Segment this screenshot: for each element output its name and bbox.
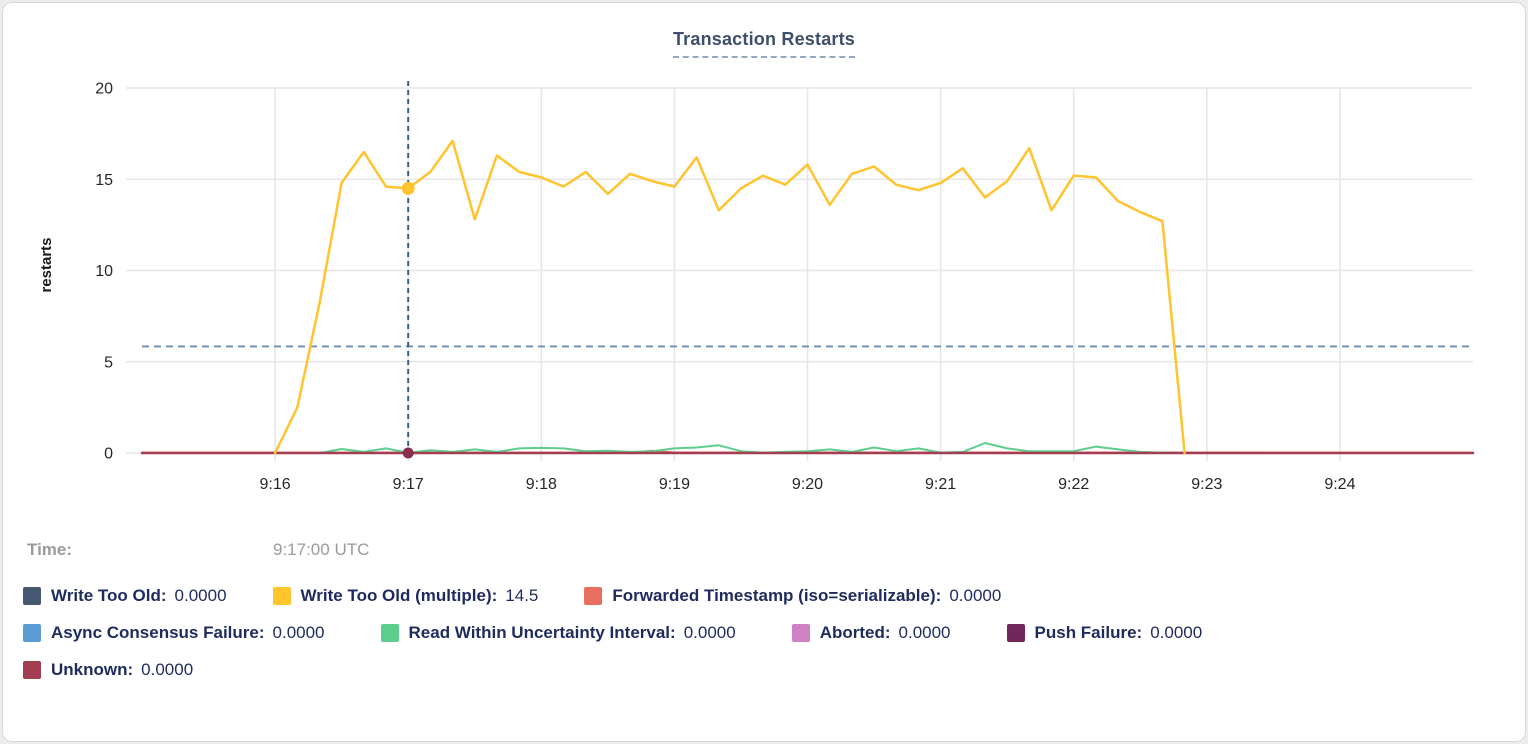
legend-row: Unknown: 0.0000 bbox=[23, 660, 1525, 680]
legend-swatch-push_failure bbox=[1006, 624, 1025, 642]
legend-label: Unknown: bbox=[51, 660, 134, 679]
series-line-read_within_uncertainty_interval bbox=[318, 442, 1186, 454]
legend-swatch-aborted bbox=[791, 624, 810, 642]
time-value: 9:17:00 UTC bbox=[273, 540, 370, 559]
y-axis-label: restarts bbox=[38, 237, 55, 292]
legend-swatch-write_too_old bbox=[23, 587, 41, 605]
chart-title[interactable]: Transaction Restarts bbox=[672, 29, 856, 58]
transaction-restarts-chart[interactable]: 0 5 10 15 20 9:16 9:17 9:18 9:19 9:20 9:21 9:22 9:23… bbox=[3, 3, 1526, 508]
legend-value: 0.0000 bbox=[949, 586, 1002, 605]
legend-label: Write Too Old (multiple): bbox=[300, 586, 498, 605]
series-line-write_too_old_multiple bbox=[273, 139, 1186, 455]
legend-label: Forwarded Timestamp (iso=serializable): bbox=[612, 586, 942, 605]
legend-row: Write Too Old: 0.0000 Write Too Old (multi… bbox=[23, 586, 1525, 606]
legend-swatch-unknown bbox=[23, 661, 41, 679]
chart-title-row: Transaction Restarts bbox=[3, 29, 1525, 58]
legend-swatch-async_consensus_failure bbox=[23, 624, 41, 642]
legend-value: 0.0000 bbox=[141, 660, 194, 679]
y-tick-label: 5 bbox=[104, 354, 113, 371]
x-tick-label: 9:24 bbox=[1324, 476, 1355, 493]
legend-swatch-forwarded_timestamp bbox=[584, 587, 603, 605]
y-tick-label: 10 bbox=[95, 263, 113, 280]
x-tick-label: 9:20 bbox=[792, 476, 823, 493]
legend-label: Read Within Uncertainty Interval: bbox=[408, 623, 676, 642]
x-tick-label: 9:23 bbox=[1191, 476, 1222, 493]
chart-area: Transaction Restarts 0 5 10 15 20 9:16 9:17 9:1… bbox=[3, 3, 1525, 508]
legend-item-push_failure: Push Failure: 0.0000 bbox=[1006, 623, 1203, 643]
y-tick-label: 0 bbox=[104, 446, 113, 463]
legend-item-unknown: Unknown: 0.0000 bbox=[23, 660, 193, 680]
hover-time-row: Time: 9:17:00 UTC bbox=[3, 508, 1525, 560]
legend-swatch-write_too_old_multiple bbox=[272, 587, 291, 605]
legend-item-forwarded_timestamp: Forwarded Timestamp (iso=serializable): 0… bbox=[584, 586, 1001, 606]
x-tick-label: 9:18 bbox=[526, 476, 557, 493]
chart-legend: Write Too Old: 0.0000 Write Too Old (multi… bbox=[3, 586, 1525, 680]
legend-item-aborted: Aborted: 0.0000 bbox=[791, 623, 951, 643]
legend-item-async_consensus_failure: Async Consensus Failure: 0.0000 bbox=[23, 623, 325, 643]
legend-value: 0.0000 bbox=[1150, 623, 1203, 642]
hover-dot-write_too_old_multiple bbox=[401, 181, 415, 195]
legend-item-write_too_old: Write Too Old: 0.0000 bbox=[23, 586, 227, 606]
legend-row: Async Consensus Failure: 0.0000 Read Withi… bbox=[23, 623, 1525, 643]
x-tick-label: 9:17 bbox=[393, 476, 424, 493]
x-tick-label: 9:19 bbox=[659, 476, 690, 493]
x-tick-label: 9:21 bbox=[925, 476, 956, 493]
y-tick-label: 15 bbox=[95, 172, 113, 189]
hover-dot-unknown bbox=[402, 447, 414, 459]
legend-item-write_too_old_multiple: Write Too Old (multiple): 14.5 bbox=[272, 586, 539, 606]
y-tick-label: 20 bbox=[95, 81, 113, 98]
x-tick-label: 9:16 bbox=[260, 476, 291, 493]
time-label: Time: bbox=[27, 540, 73, 559]
legend-value: 0.0000 bbox=[174, 586, 227, 605]
legend-value: 0.0000 bbox=[272, 623, 325, 642]
x-tick-label: 9:22 bbox=[1058, 476, 1089, 493]
legend-value: 14.5 bbox=[505, 586, 539, 605]
legend-item-read_within_uncertainty_interval: Read Within Uncertainty Interval: 0.0000 bbox=[380, 623, 736, 643]
legend-label: Async Consensus Failure: bbox=[51, 623, 265, 642]
legend-swatch-read_within_uncertainty_interval bbox=[380, 624, 399, 642]
legend-value: 0.0000 bbox=[898, 623, 951, 642]
legend-value: 0.0000 bbox=[683, 623, 736, 642]
legend-label: Push Failure: bbox=[1034, 623, 1143, 642]
legend-label: Aborted: bbox=[819, 623, 891, 642]
legend-label: Write Too Old: bbox=[51, 586, 167, 605]
